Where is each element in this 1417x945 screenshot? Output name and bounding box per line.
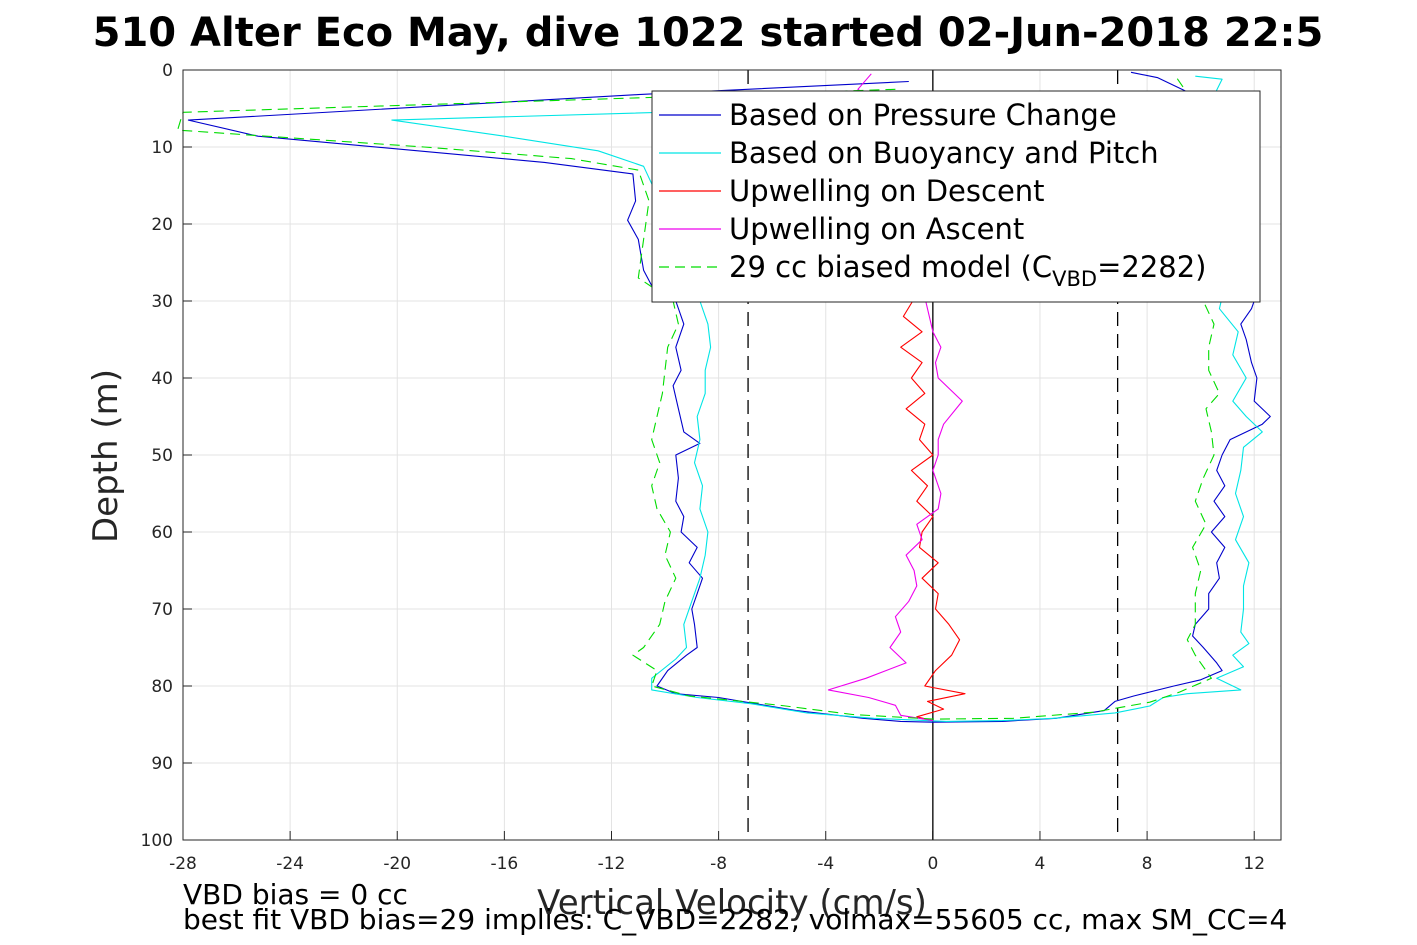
x-tick-label: 8 bbox=[1142, 854, 1153, 874]
series-line-2 bbox=[391, 75, 1263, 722]
y-tick-label: 40 bbox=[151, 369, 173, 389]
series-line-3 bbox=[900, 285, 966, 722]
y-tick-label: 100 bbox=[141, 831, 173, 851]
series-line-1 bbox=[187, 71, 1271, 723]
legend-label: 29 cc biased model (CVBD=2282) bbox=[729, 250, 1207, 291]
legend-label: Upwelling on Ascent bbox=[729, 212, 1024, 246]
footnote-vbd-bias: VBD bias = 0 cc bbox=[183, 878, 408, 911]
x-tick-label: -24 bbox=[276, 854, 304, 874]
x-axis-label: Vertical Velocity (cm/s) bbox=[537, 883, 927, 923]
legend-label: Based on Buoyancy and Pitch bbox=[729, 136, 1159, 170]
y-tick-label: 80 bbox=[151, 677, 173, 697]
series-line-5 bbox=[177, 77, 1220, 720]
legend-box bbox=[651, 90, 1261, 303]
chart-title: 510 Alter Eco May, dive 1022 started 02-… bbox=[93, 10, 1324, 56]
x-tick-label: 4 bbox=[1035, 854, 1046, 874]
y-tick-label: 50 bbox=[151, 446, 173, 466]
x-tick-label: -4 bbox=[817, 854, 834, 874]
x-tick-label: 0 bbox=[927, 854, 938, 874]
x-tick-label: -28 bbox=[169, 854, 197, 874]
y-tick-label: 70 bbox=[151, 600, 173, 620]
x-tick-label: 12 bbox=[1243, 854, 1265, 874]
legend-label: Upwelling on Descent bbox=[729, 174, 1045, 208]
x-tick-label: -16 bbox=[490, 854, 518, 874]
footnote-best-fit: best fit VBD bias=29 implies: C_VBD=2282… bbox=[183, 903, 1287, 936]
y-tick-label: 30 bbox=[151, 292, 173, 312]
x-tick-label: -12 bbox=[598, 854, 626, 874]
plot-frame bbox=[182, 69, 1282, 841]
y-axis-label: Depth (m) bbox=[86, 369, 126, 543]
y-tick-label: 20 bbox=[151, 215, 173, 235]
x-tick-label: -20 bbox=[383, 854, 411, 874]
legend-label: Based on Pressure Change bbox=[729, 98, 1117, 132]
x-tick-label: -8 bbox=[710, 854, 727, 874]
y-tick-label: 90 bbox=[151, 754, 173, 774]
legend: Based on Pressure Change Based on Buoyanc… bbox=[651, 90, 1261, 303]
x-tick-labels: -28 -24 -20 -16 -12 -8 -4 0 4 8 12 bbox=[169, 854, 1265, 874]
y-tick-label: 10 bbox=[151, 138, 173, 158]
y-tick-label: 0 bbox=[162, 61, 173, 81]
y-tick-label: 60 bbox=[151, 523, 173, 543]
y-tick-labels: 0 10 20 30 40 50 60 70 80 90 100 bbox=[141, 61, 173, 851]
